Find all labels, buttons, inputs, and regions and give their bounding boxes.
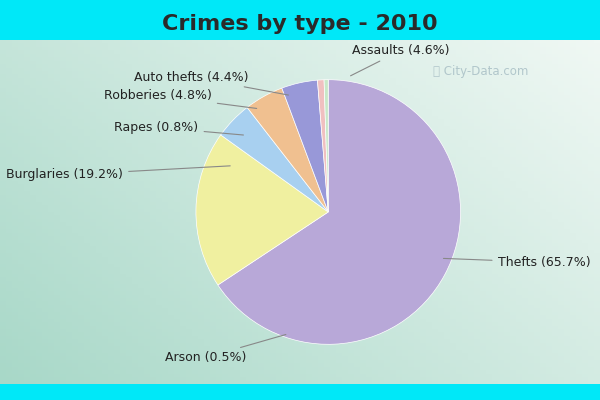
- Wedge shape: [247, 88, 328, 212]
- Text: Arson (0.5%): Arson (0.5%): [165, 334, 286, 364]
- Text: Crimes by type - 2010: Crimes by type - 2010: [162, 14, 438, 34]
- Text: Burglaries (19.2%): Burglaries (19.2%): [6, 166, 230, 182]
- Text: Assaults (4.6%): Assaults (4.6%): [350, 44, 449, 76]
- Text: ⓘ City-Data.com: ⓘ City-Data.com: [433, 66, 528, 78]
- Text: Thefts (65.7%): Thefts (65.7%): [443, 256, 590, 269]
- Wedge shape: [282, 80, 328, 212]
- Wedge shape: [218, 80, 461, 344]
- Wedge shape: [221, 108, 328, 212]
- Wedge shape: [324, 80, 328, 212]
- Text: Rapes (0.8%): Rapes (0.8%): [115, 121, 244, 135]
- Text: Robberies (4.8%): Robberies (4.8%): [104, 89, 257, 108]
- Wedge shape: [317, 80, 328, 212]
- Wedge shape: [196, 135, 328, 285]
- Text: Auto thefts (4.4%): Auto thefts (4.4%): [134, 70, 289, 95]
